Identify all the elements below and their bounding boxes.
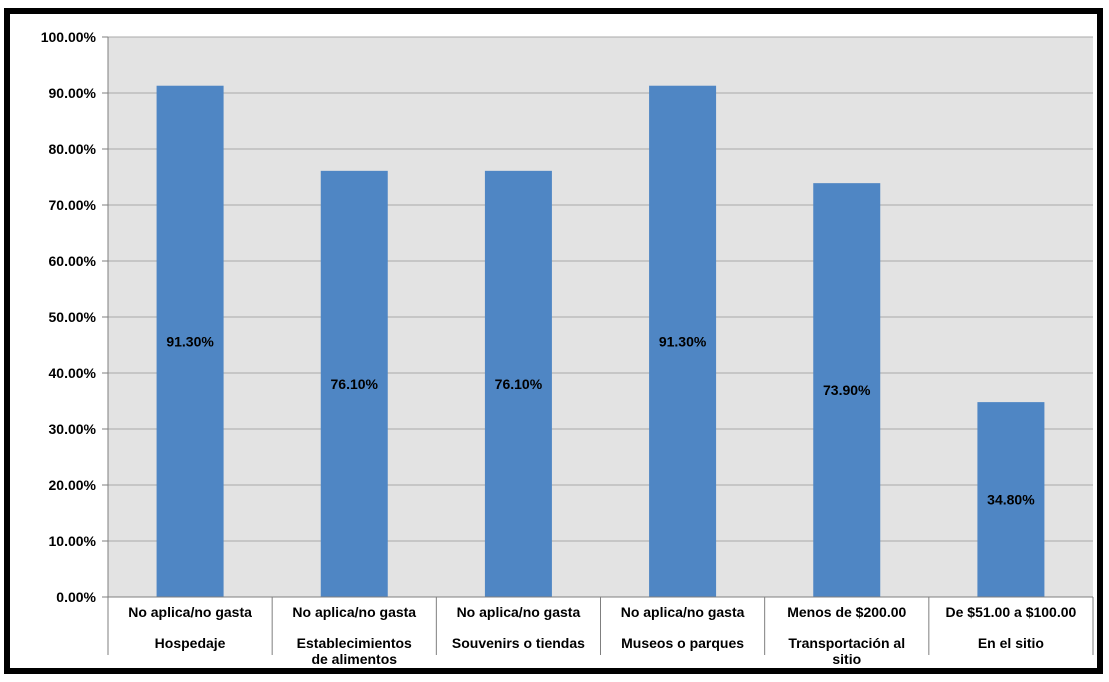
category-label-bottom: Souvenirs o tiendas <box>452 635 585 651</box>
bar <box>977 402 1045 597</box>
data-label: 34.80% <box>987 492 1035 508</box>
bar-chart: 0.00% 10.00% 20.00% 30.00% 40.00% 50.00% 60.00… <box>41 29 1094 667</box>
data-label: 91.30% <box>659 333 707 349</box>
category-label-bottom: de alimentos <box>311 651 397 667</box>
axes <box>107 37 1094 655</box>
category-label-top: No aplica/no gasta <box>128 604 252 620</box>
bar <box>484 170 552 597</box>
y-tick-label: 0.00% <box>56 589 96 605</box>
data-labels: 91.30% 76.10% 76.10% 91.30% 73.90% 34.80% <box>166 333 1035 507</box>
category-label-top: No aplica/no gasta <box>621 604 745 620</box>
data-label: 91.30% <box>166 333 214 349</box>
bar <box>156 85 224 597</box>
bar <box>649 85 717 597</box>
category-label-top: Menos de $200.00 <box>787 604 906 620</box>
bars <box>156 85 1045 597</box>
category-label-bottom: Museos o parques <box>621 635 744 651</box>
category-label-bottom: En el sitio <box>978 635 1044 651</box>
y-axis-tick-labels: 0.00% 10.00% 20.00% 30.00% 40.00% 50.00% 60.00… <box>41 29 97 605</box>
category-label-bottom: sitio <box>832 651 861 667</box>
data-label: 76.10% <box>495 376 543 392</box>
category-label-top: De $51.00 a $100.00 <box>946 604 1077 620</box>
data-label: 73.90% <box>823 382 871 398</box>
y-tick-label: 20.00% <box>49 477 97 493</box>
y-tick-label: 60.00% <box>49 253 97 269</box>
chart-frame: 0.00% 10.00% 20.00% 30.00% 40.00% 50.00% 60.00… <box>4 8 1103 674</box>
y-tick-label: 70.00% <box>49 197 97 213</box>
category-label-bottom: Hospedaje <box>155 635 226 651</box>
category-label-top: No aplica/no gasta <box>457 604 581 620</box>
category-label-bottom: Transportación al <box>788 635 905 651</box>
data-label: 76.10% <box>331 376 379 392</box>
y-tick-label: 50.00% <box>49 309 97 325</box>
y-tick-label: 30.00% <box>49 421 97 437</box>
y-tick-label: 40.00% <box>49 365 97 381</box>
gridlines <box>102 36 1093 598</box>
category-label-bottom: Establecimientos <box>297 635 412 651</box>
category-labels: No aplica/no gasta Hospedaje No aplica/no … <box>128 604 1076 667</box>
bar <box>320 170 388 597</box>
y-tick-label: 80.00% <box>49 141 97 157</box>
category-label-top: No aplica/no gasta <box>292 604 416 620</box>
bar <box>813 183 881 597</box>
y-tick-label: 10.00% <box>49 533 97 549</box>
y-tick-label: 100.00% <box>41 29 97 45</box>
y-tick-label: 90.00% <box>49 85 97 101</box>
